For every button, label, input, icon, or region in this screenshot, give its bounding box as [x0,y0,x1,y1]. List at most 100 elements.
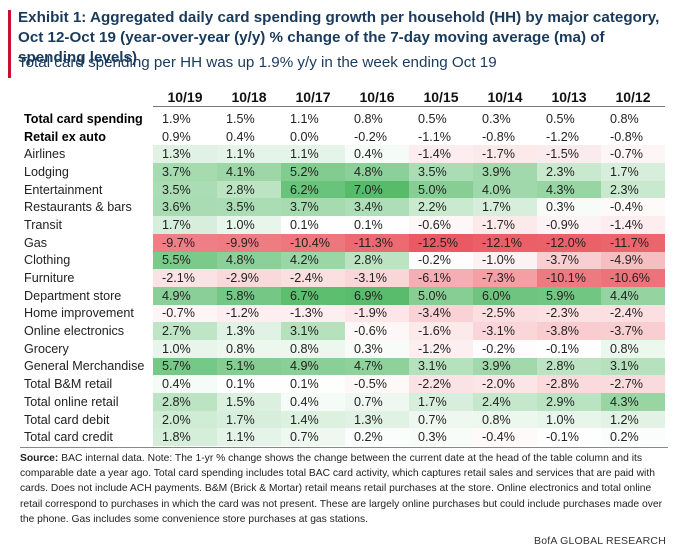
value-cell: 1.0% [217,216,281,234]
table-row: Total card credit 1.8% 1.1% 0.7% 0.2% 0.3% -0.… [20,428,665,447]
column-header-10-16: 10/16 [345,88,409,107]
value-cell: -1.4% [601,216,665,234]
value-cell: -1.5% [537,145,601,164]
value-cell: 4.8% [345,163,409,181]
value-cell: 3.9% [473,163,537,181]
value-cell: 0.2% [345,428,409,447]
value-cell: 2.8% [537,357,601,376]
value-cell: 3.4% [345,198,409,217]
row-label: Airlines [24,147,66,162]
row-label: Clothing [24,253,71,268]
value-cell: -0.7% [153,304,217,323]
value-cell: 4.2% [281,251,345,270]
row-label: Total card debit [24,412,110,427]
value-cell: 0.4% [226,129,255,144]
table-row: Transit 1.7% 1.0% 0.1% 0.1% -0.6% -1.7% -0.9% -1… [20,216,665,234]
value-cell: 3.6% [153,198,217,217]
value-cell: 3.7% [153,163,217,181]
row-label: Department store [24,288,122,303]
row-label: Restaurants & bars [24,200,132,215]
value-cell: 2.8% [345,251,409,270]
value-cell: 1.1% [290,111,319,126]
value-cell: -10.1% [537,269,601,287]
row-label: Total card credit [24,430,113,445]
value-cell: 4.1% [217,163,281,181]
value-cell: 2.4% [473,393,537,411]
value-cell: -2.5% [473,304,537,323]
value-cell: 1.5% [226,111,255,126]
value-cell: 0.7% [345,393,409,411]
value-cell: 3.1% [281,322,345,340]
value-cell: -0.7% [601,145,665,164]
value-cell: -1.3% [281,304,345,323]
source-text: BAC internal data. Note: The 1-yr % chan… [20,453,663,525]
value-cell: 0.3% [482,111,511,126]
value-cell: -0.9% [537,216,601,234]
value-cell: -1.6% [409,322,473,340]
value-cell: 1.4% [281,410,345,429]
table-row: Home improvement -0.7% -1.2% -1.3% -1.9% -3.4… [20,304,665,323]
label-column-header [20,88,153,107]
footer-divider [20,447,668,448]
value-cell: 6.0% [473,286,537,305]
row-label: Total B&M retail [24,377,113,392]
value-cell: -1.1% [418,129,451,144]
value-cell: 3.9% [473,357,537,376]
value-cell: 0.1% [281,216,345,234]
table-row: Furniture -2.1% -2.9% -2.4% -3.1% -6.1% -7.3% -… [20,269,665,287]
value-cell: 5.0% [409,180,473,199]
value-cell: -0.2% [473,339,537,358]
value-cell: -12.5% [409,233,473,252]
value-cell: 1.7% [473,198,537,217]
value-cell: -9.9% [217,233,281,252]
value-cell: -9.7% [153,233,217,252]
value-cell: 0.7% [281,428,345,447]
table-row: Gas -9.7% -9.9% -10.4% -11.3% -12.5% -12.1% -12… [20,233,665,252]
value-cell: 1.0% [537,410,601,429]
table-row: Total card debit 2.0% 1.7% 1.4% 1.3% 0.7% 0.8%… [20,410,665,429]
value-cell: 1.7% [153,216,217,234]
table-row: Clothing 5.5% 4.8% 4.2% 2.8% -0.2% -1.0% -3.7% -… [20,251,665,270]
row-label: Transit [24,217,63,232]
row-label: Lodging [24,164,69,179]
value-cell: 1.5% [217,393,281,411]
accent-bar [8,10,11,78]
value-cell: 0.4% [153,375,217,393]
value-cell: 4.0% [473,180,537,199]
table-row: Airlines 1.3% 1.1% 1.1% 0.4% -1.4% -1.7% -1.5% -… [20,145,665,164]
value-cell: 0.7% [409,410,473,429]
value-cell: -6.1% [409,269,473,287]
value-cell: -7.3% [473,269,537,287]
column-header-10-18: 10/18 [217,88,281,107]
value-cell: -0.2% [409,251,473,270]
source-note: Source: BAC internal data. Note: The 1-y… [20,451,672,527]
value-cell: -3.1% [345,269,409,287]
value-cell: 2.7% [153,322,217,340]
value-cell: 0.1% [217,375,281,393]
value-cell: 4.3% [537,180,601,199]
value-cell: 1.3% [217,322,281,340]
value-cell: 4.8% [217,251,281,270]
value-cell: 6.9% [345,286,409,305]
value-cell: 3.5% [409,163,473,181]
value-cell: -0.4% [473,428,537,447]
column-header-10-14: 10/14 [473,88,537,107]
value-cell: 0.8% [217,339,281,358]
value-cell: 1.9% [162,111,191,126]
value-cell: 0.1% [281,375,345,393]
value-cell: 0.0% [290,129,319,144]
table-row: Restaurants & bars 3.6% 3.5% 3.7% 3.4% 2.2% 1.… [20,198,665,217]
value-cell: 3.5% [217,198,281,217]
value-cell: 0.8% [281,339,345,358]
value-cell: 1.7% [601,163,665,181]
value-cell: 2.3% [537,163,601,181]
value-cell: -1.7% [473,145,537,164]
value-cell: 5.9% [537,286,601,305]
table-row: Online electronics 2.7% 1.3% 3.1% -0.6% -1.6%… [20,322,665,340]
value-cell: -3.7% [537,251,601,270]
value-cell: -0.5% [345,375,409,393]
row-label: Total online retail [24,394,119,409]
value-cell: 1.7% [217,410,281,429]
value-cell: 1.0% [153,339,217,358]
table-row: Total online retail 2.8% 1.5% 0.4% 0.7% 1.7% 2… [20,393,665,411]
